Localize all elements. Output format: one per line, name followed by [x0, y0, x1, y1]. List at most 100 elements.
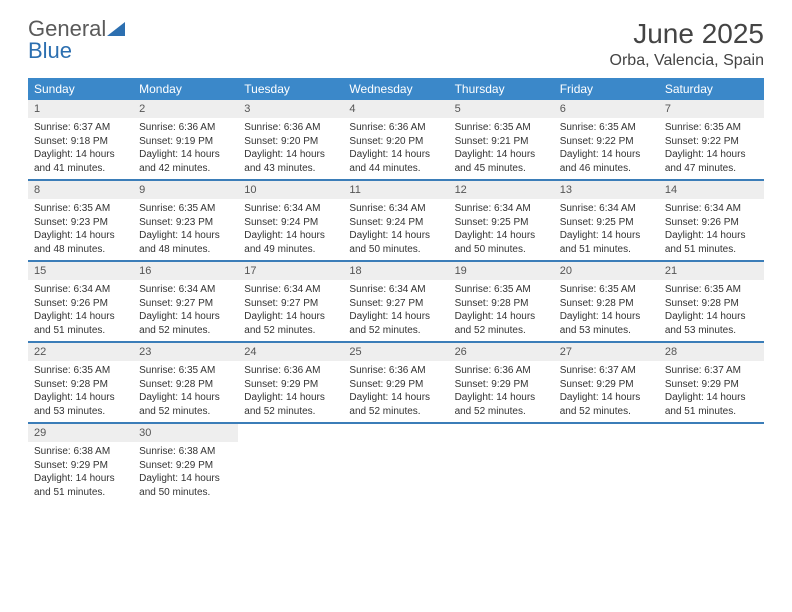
day-details: Sunrise: 6:34 AMSunset: 9:24 PMDaylight:…	[238, 199, 343, 256]
weekday-header: Monday	[133, 78, 238, 100]
calendar-day: 6Sunrise: 6:35 AMSunset: 9:22 PMDaylight…	[554, 100, 659, 179]
weekday-header-row: SundayMondayTuesdayWednesdayThursdayFrid…	[28, 78, 764, 100]
title-block: June 2025 Orba, Valencia, Spain	[610, 18, 764, 70]
calendar-week: 29Sunrise: 6:38 AMSunset: 9:29 PMDayligh…	[28, 424, 764, 503]
day-details: Sunrise: 6:36 AMSunset: 9:20 PMDaylight:…	[238, 118, 343, 175]
calendar-day: 30Sunrise: 6:38 AMSunset: 9:29 PMDayligh…	[133, 424, 238, 503]
calendar-day: 28Sunrise: 6:37 AMSunset: 9:29 PMDayligh…	[659, 343, 764, 422]
calendar-day: 29Sunrise: 6:38 AMSunset: 9:29 PMDayligh…	[28, 424, 133, 503]
day-number: 1	[28, 100, 133, 118]
day-details: Sunrise: 6:38 AMSunset: 9:29 PMDaylight:…	[28, 442, 133, 499]
day-number: 14	[659, 181, 764, 199]
calendar-day: 3Sunrise: 6:36 AMSunset: 9:20 PMDaylight…	[238, 100, 343, 179]
calendar-day: 25Sunrise: 6:36 AMSunset: 9:29 PMDayligh…	[343, 343, 448, 422]
weekday-header: Saturday	[659, 78, 764, 100]
calendar-weeks: 1Sunrise: 6:37 AMSunset: 9:18 PMDaylight…	[28, 100, 764, 503]
weekday-header: Sunday	[28, 78, 133, 100]
calendar-day: 7Sunrise: 6:35 AMSunset: 9:22 PMDaylight…	[659, 100, 764, 179]
day-number: 30	[133, 424, 238, 442]
brand-logo: General Blue	[28, 18, 125, 62]
day-details: Sunrise: 6:35 AMSunset: 9:28 PMDaylight:…	[554, 280, 659, 337]
day-details: Sunrise: 6:36 AMSunset: 9:20 PMDaylight:…	[343, 118, 448, 175]
day-details: Sunrise: 6:35 AMSunset: 9:28 PMDaylight:…	[449, 280, 554, 337]
calendar-day	[343, 424, 448, 503]
day-details: Sunrise: 6:35 AMSunset: 9:23 PMDaylight:…	[28, 199, 133, 256]
day-number: 11	[343, 181, 448, 199]
day-number: 27	[554, 343, 659, 361]
day-details: Sunrise: 6:35 AMSunset: 9:28 PMDaylight:…	[28, 361, 133, 418]
calendar-day: 13Sunrise: 6:34 AMSunset: 9:25 PMDayligh…	[554, 181, 659, 260]
day-details: Sunrise: 6:35 AMSunset: 9:23 PMDaylight:…	[133, 199, 238, 256]
day-details: Sunrise: 6:37 AMSunset: 9:29 PMDaylight:…	[554, 361, 659, 418]
day-details: Sunrise: 6:35 AMSunset: 9:28 PMDaylight:…	[659, 280, 764, 337]
day-details: Sunrise: 6:34 AMSunset: 9:26 PMDaylight:…	[28, 280, 133, 337]
calendar-day: 11Sunrise: 6:34 AMSunset: 9:24 PMDayligh…	[343, 181, 448, 260]
day-number: 3	[238, 100, 343, 118]
day-number: 21	[659, 262, 764, 280]
day-details: Sunrise: 6:34 AMSunset: 9:24 PMDaylight:…	[343, 199, 448, 256]
calendar-day	[238, 424, 343, 503]
day-number: 5	[449, 100, 554, 118]
day-number: 28	[659, 343, 764, 361]
calendar-day: 14Sunrise: 6:34 AMSunset: 9:26 PMDayligh…	[659, 181, 764, 260]
day-number: 17	[238, 262, 343, 280]
calendar-day: 10Sunrise: 6:34 AMSunset: 9:24 PMDayligh…	[238, 181, 343, 260]
day-number: 26	[449, 343, 554, 361]
calendar-day: 24Sunrise: 6:36 AMSunset: 9:29 PMDayligh…	[238, 343, 343, 422]
day-number: 12	[449, 181, 554, 199]
weekday-header: Thursday	[449, 78, 554, 100]
header: General Blue June 2025 Orba, Valencia, S…	[0, 0, 792, 78]
day-details: Sunrise: 6:34 AMSunset: 9:27 PMDaylight:…	[238, 280, 343, 337]
day-number: 8	[28, 181, 133, 199]
calendar-day: 19Sunrise: 6:35 AMSunset: 9:28 PMDayligh…	[449, 262, 554, 341]
calendar-day: 8Sunrise: 6:35 AMSunset: 9:23 PMDaylight…	[28, 181, 133, 260]
day-number: 18	[343, 262, 448, 280]
day-number: 6	[554, 100, 659, 118]
day-number: 19	[449, 262, 554, 280]
calendar-day: 15Sunrise: 6:34 AMSunset: 9:26 PMDayligh…	[28, 262, 133, 341]
calendar-week: 22Sunrise: 6:35 AMSunset: 9:28 PMDayligh…	[28, 343, 764, 424]
day-details: Sunrise: 6:34 AMSunset: 9:25 PMDaylight:…	[554, 199, 659, 256]
calendar-day: 5Sunrise: 6:35 AMSunset: 9:21 PMDaylight…	[449, 100, 554, 179]
day-details: Sunrise: 6:36 AMSunset: 9:29 PMDaylight:…	[343, 361, 448, 418]
calendar-day: 26Sunrise: 6:36 AMSunset: 9:29 PMDayligh…	[449, 343, 554, 422]
day-details: Sunrise: 6:37 AMSunset: 9:29 PMDaylight:…	[659, 361, 764, 418]
calendar-day: 21Sunrise: 6:35 AMSunset: 9:28 PMDayligh…	[659, 262, 764, 341]
calendar-day: 2Sunrise: 6:36 AMSunset: 9:19 PMDaylight…	[133, 100, 238, 179]
day-details: Sunrise: 6:35 AMSunset: 9:28 PMDaylight:…	[133, 361, 238, 418]
calendar-week: 8Sunrise: 6:35 AMSunset: 9:23 PMDaylight…	[28, 181, 764, 262]
calendar: SundayMondayTuesdayWednesdayThursdayFrid…	[28, 78, 764, 503]
calendar-day: 17Sunrise: 6:34 AMSunset: 9:27 PMDayligh…	[238, 262, 343, 341]
month-title: June 2025	[610, 18, 764, 50]
weekday-header: Wednesday	[343, 78, 448, 100]
calendar-week: 1Sunrise: 6:37 AMSunset: 9:18 PMDaylight…	[28, 100, 764, 181]
day-number: 2	[133, 100, 238, 118]
day-number: 25	[343, 343, 448, 361]
day-number: 23	[133, 343, 238, 361]
day-number: 13	[554, 181, 659, 199]
day-details: Sunrise: 6:36 AMSunset: 9:19 PMDaylight:…	[133, 118, 238, 175]
day-details: Sunrise: 6:35 AMSunset: 9:22 PMDaylight:…	[554, 118, 659, 175]
day-details: Sunrise: 6:38 AMSunset: 9:29 PMDaylight:…	[133, 442, 238, 499]
brand-text: General Blue	[28, 18, 125, 62]
location: Orba, Valencia, Spain	[610, 52, 764, 70]
day-details: Sunrise: 6:34 AMSunset: 9:25 PMDaylight:…	[449, 199, 554, 256]
calendar-day: 23Sunrise: 6:35 AMSunset: 9:28 PMDayligh…	[133, 343, 238, 422]
day-details: Sunrise: 6:36 AMSunset: 9:29 PMDaylight:…	[449, 361, 554, 418]
weekday-header: Friday	[554, 78, 659, 100]
day-number: 7	[659, 100, 764, 118]
calendar-day	[659, 424, 764, 503]
day-number: 15	[28, 262, 133, 280]
day-number: 16	[133, 262, 238, 280]
day-number: 4	[343, 100, 448, 118]
day-details: Sunrise: 6:35 AMSunset: 9:21 PMDaylight:…	[449, 118, 554, 175]
calendar-week: 15Sunrise: 6:34 AMSunset: 9:26 PMDayligh…	[28, 262, 764, 343]
day-number: 10	[238, 181, 343, 199]
calendar-day: 16Sunrise: 6:34 AMSunset: 9:27 PMDayligh…	[133, 262, 238, 341]
calendar-day: 27Sunrise: 6:37 AMSunset: 9:29 PMDayligh…	[554, 343, 659, 422]
calendar-day: 9Sunrise: 6:35 AMSunset: 9:23 PMDaylight…	[133, 181, 238, 260]
calendar-day: 22Sunrise: 6:35 AMSunset: 9:28 PMDayligh…	[28, 343, 133, 422]
brand-part2: Blue	[28, 38, 72, 63]
day-number: 24	[238, 343, 343, 361]
calendar-day: 18Sunrise: 6:34 AMSunset: 9:27 PMDayligh…	[343, 262, 448, 341]
